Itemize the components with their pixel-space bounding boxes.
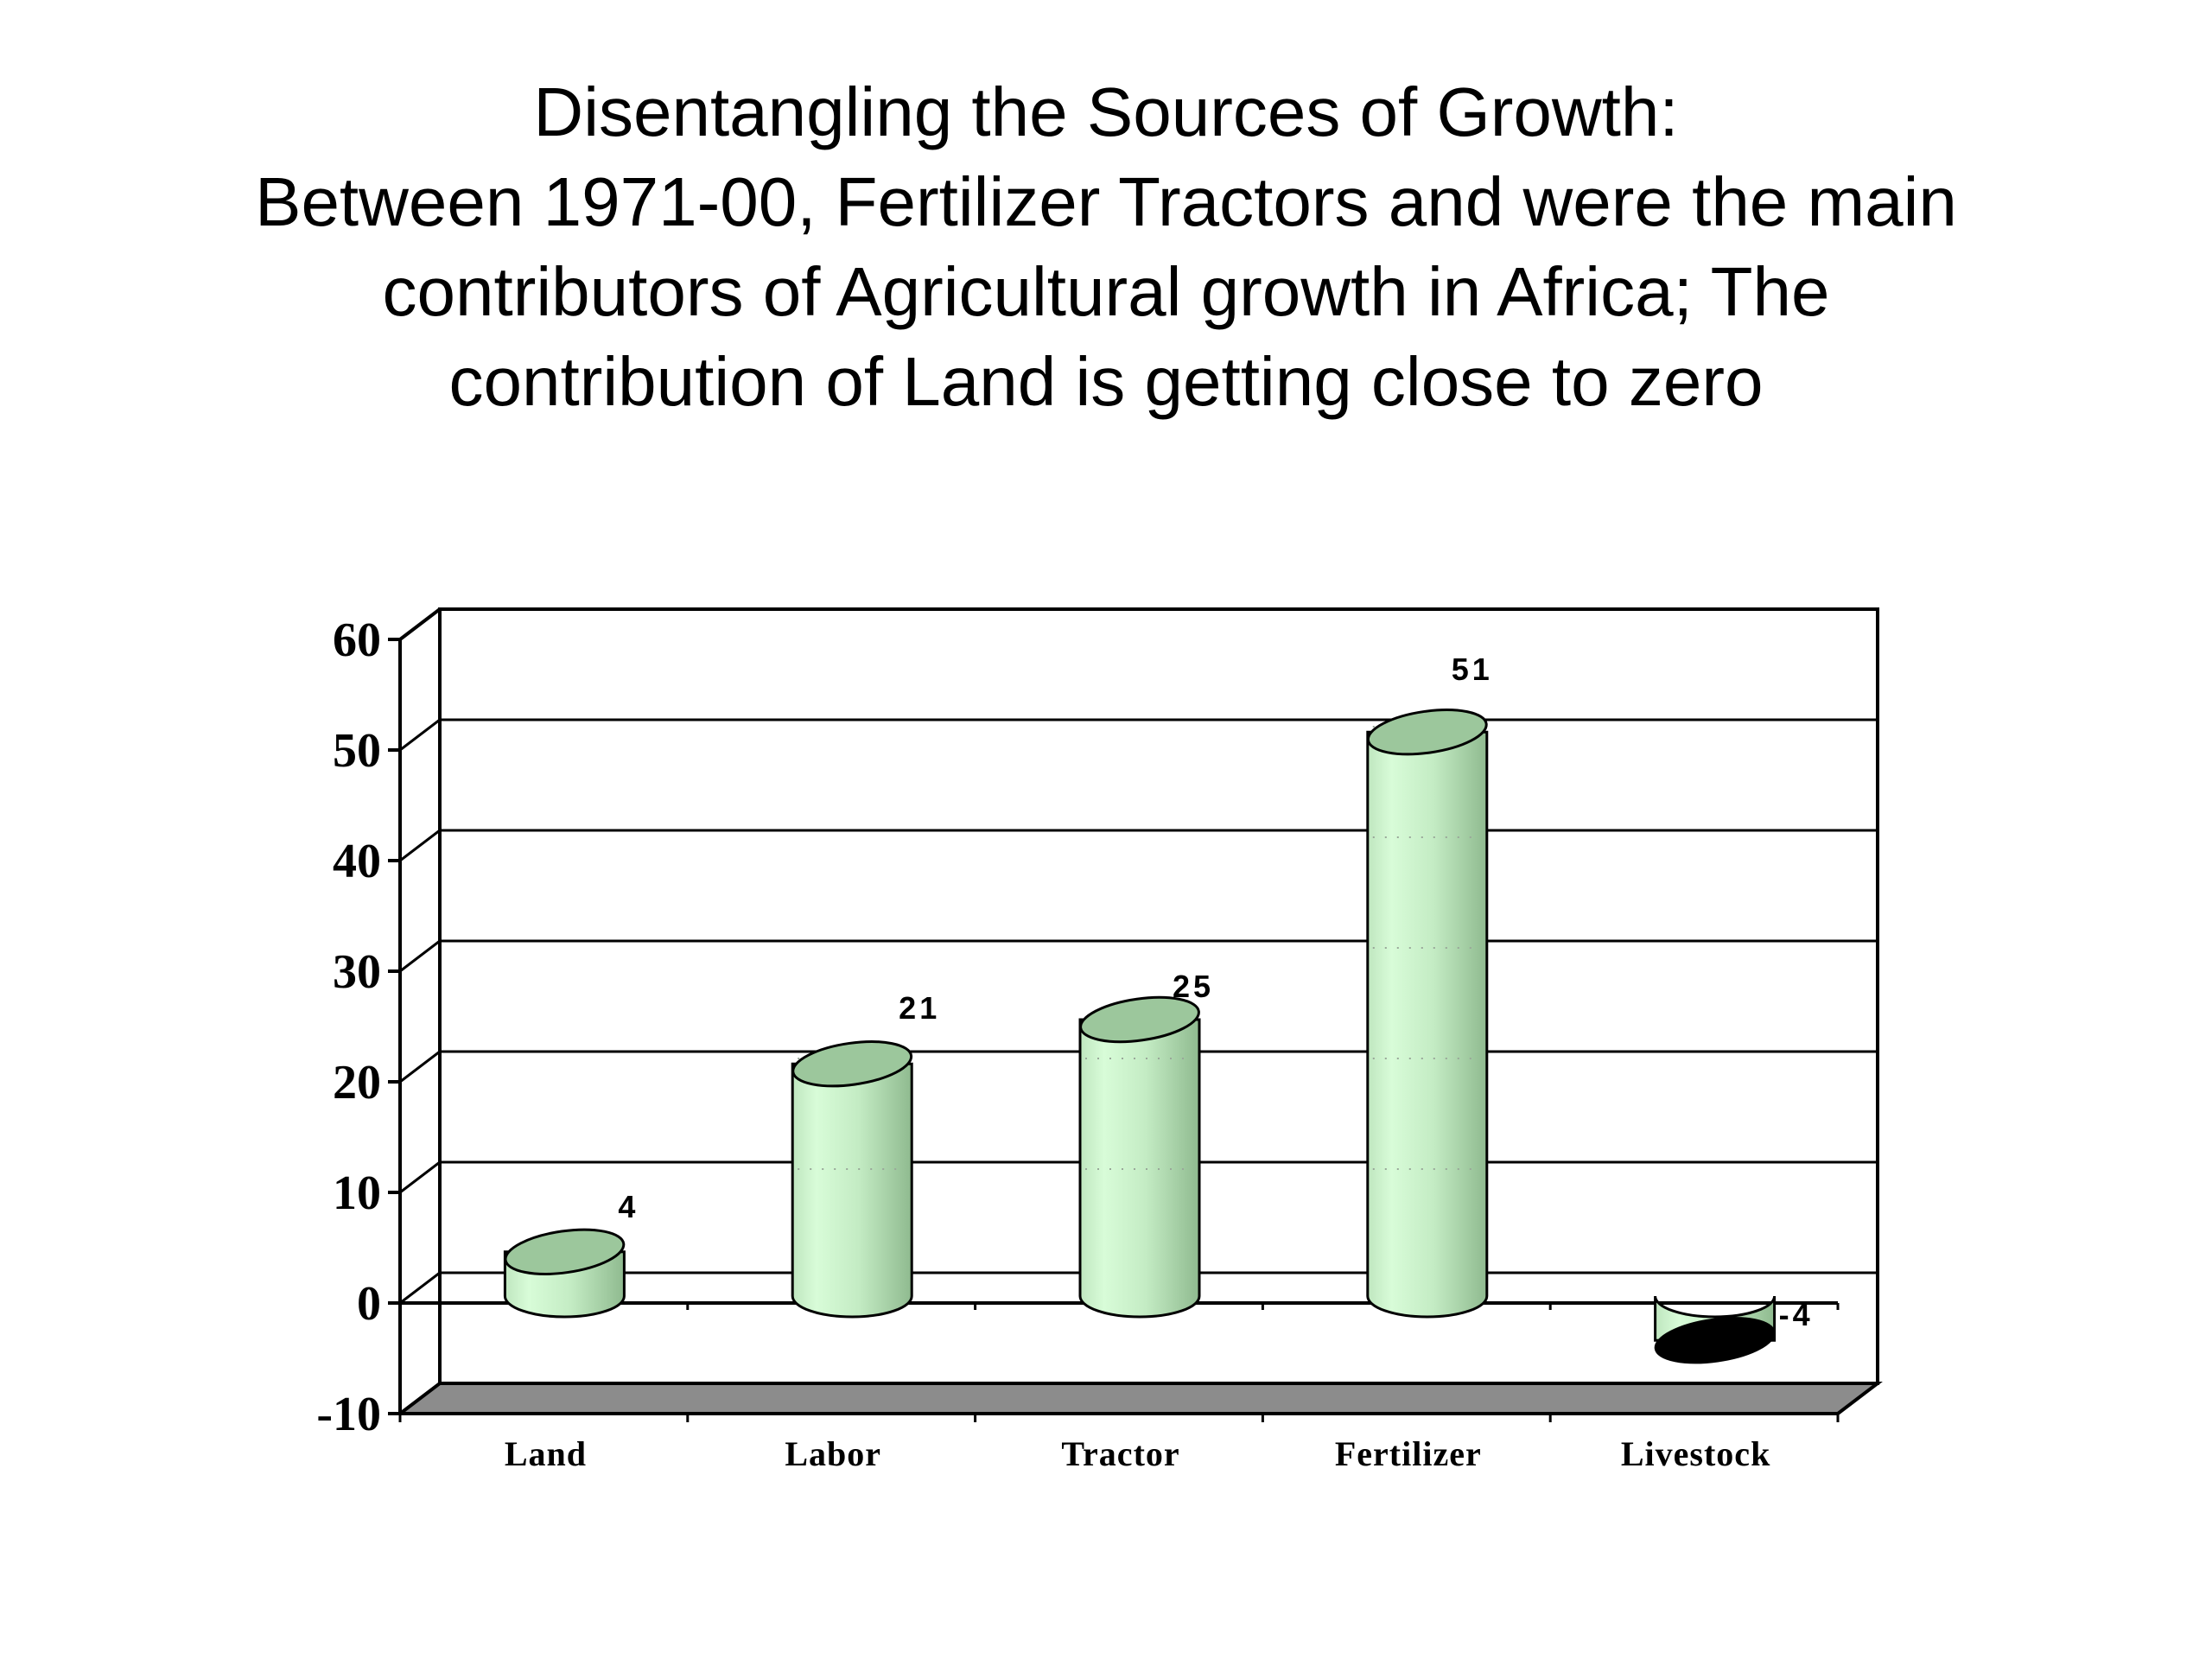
bar-labor (791, 1040, 913, 1319)
chart-floor (395, 1382, 1883, 1415)
gridline-side (399, 939, 441, 973)
title-line-4: contribution of Land is getting close to… (448, 343, 1764, 420)
y-tick-label: 20 (333, 1056, 381, 1109)
y-tick-label: 0 (357, 1277, 381, 1331)
gridline-side (399, 1160, 441, 1194)
bar-top (791, 1040, 913, 1088)
x-category-label: Fertilizer (1335, 1434, 1482, 1473)
bar-livestock (1654, 1295, 1777, 1364)
gridline-side (399, 1050, 441, 1084)
y-tick-label: -10 (316, 1388, 381, 1441)
x-category-label: Labor (785, 1434, 881, 1473)
gridline-side (399, 718, 441, 752)
gridline-side (399, 1271, 441, 1305)
x-category-label: Land (505, 1434, 587, 1473)
bar-body (1366, 730, 1489, 1319)
y-tick-label: 10 (333, 1166, 381, 1220)
title-line-3: contributors of Agricultural growth in A… (382, 253, 1830, 330)
title-line-1: Disentangling the Sources of Growth: (533, 73, 1679, 150)
bar-fertilizer (1366, 709, 1489, 1319)
bar-top (1366, 709, 1488, 756)
bar-body (791, 1062, 913, 1319)
bar-tractor (1078, 995, 1201, 1319)
title-line-2: Between 1971-00, Fertilizer Tractors and… (255, 163, 1957, 240)
bar-top (1654, 1317, 1776, 1364)
bar-top (504, 1228, 626, 1275)
gridline-side (399, 829, 441, 862)
data-label: 25 (1173, 969, 1214, 1004)
side-wall-top (398, 607, 442, 641)
bar-land (503, 1228, 626, 1319)
bar-body (1078, 1018, 1201, 1319)
slide-title: Disentangling the Sources of Growth: Bet… (104, 67, 2108, 427)
data-label: 51 (1452, 652, 1493, 687)
data-label: -4 (1779, 1297, 1814, 1332)
y-tick-label: 60 (333, 613, 381, 667)
y-tick-label: 40 (333, 835, 381, 888)
bar-top (1079, 995, 1200, 1044)
data-label: 4 (618, 1189, 639, 1224)
x-category-label: Livestock (1621, 1434, 1770, 1473)
x-category-label: Tractor (1061, 1434, 1179, 1473)
data-label: 21 (899, 990, 940, 1026)
y-tick-label: 50 (333, 724, 381, 778)
y-tick-label: 30 (333, 945, 381, 999)
